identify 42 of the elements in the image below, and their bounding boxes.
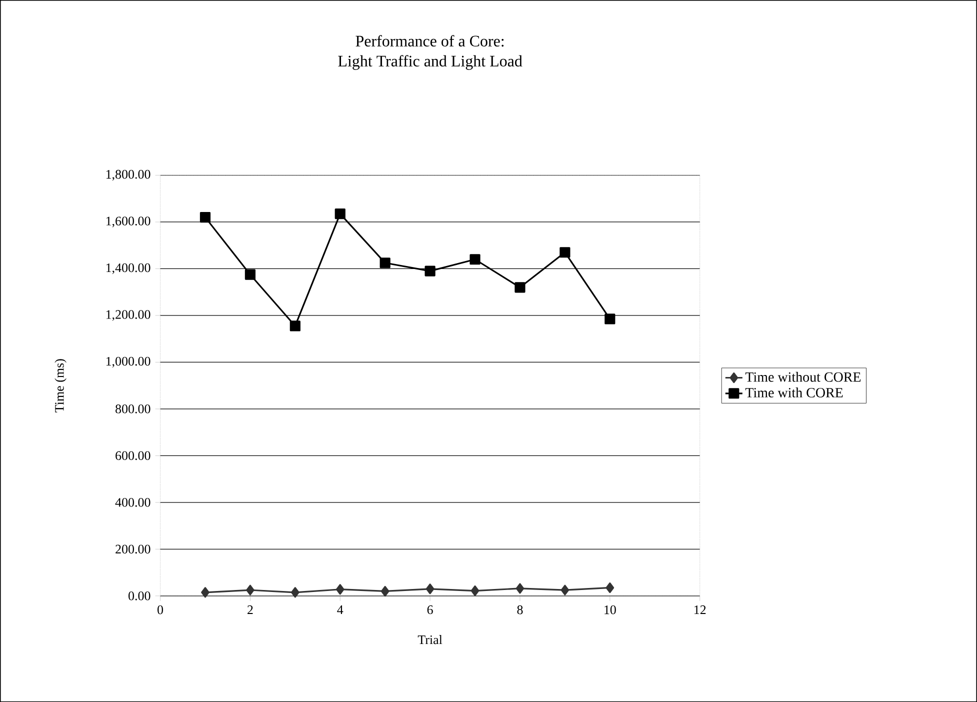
y-tick-label: 1,200.00 <box>106 310 150 321</box>
point <box>334 208 346 219</box>
legend-label: Time without CORE <box>745 372 861 382</box>
point <box>380 257 390 268</box>
y-tick-label: 1,400.00 <box>106 263 150 274</box>
x-tick-label: 2 <box>248 605 253 614</box>
legend-label: Time with CORE <box>745 387 843 398</box>
y-tick-label: 200.00 <box>116 544 150 554</box>
point <box>426 583 434 594</box>
y-tick-label: 400.00 <box>115 498 150 507</box>
point <box>200 212 211 222</box>
y-tick-label: 600.00 <box>116 451 150 460</box>
y-tick-label: 800.00 <box>116 404 150 414</box>
point <box>290 586 300 598</box>
point <box>201 586 210 598</box>
point <box>516 583 524 594</box>
y-tick-label: 0.00 <box>128 591 150 600</box>
x-tick-label: 10 <box>604 605 616 614</box>
point <box>470 254 480 265</box>
point <box>560 584 570 596</box>
point <box>246 584 254 596</box>
x-tick-label: 0 <box>158 605 164 614</box>
point <box>380 586 390 596</box>
x-tick-label: 4 <box>337 605 344 614</box>
x-tick-label: 12 <box>694 605 706 614</box>
point <box>244 269 256 280</box>
y-tick-label: 1,600.00 <box>106 216 150 228</box>
point <box>604 314 616 324</box>
chart-title: Performance of a Core: Light Traffic and Light Load <box>338 35 522 70</box>
y-tick-label: 1,000.00 <box>106 356 150 368</box>
x-tick-label: 6 <box>427 605 433 614</box>
y-tick-label: 1,800.00 <box>106 170 150 180</box>
point <box>470 585 480 596</box>
point <box>514 282 526 293</box>
point <box>606 582 614 593</box>
y-axis-title: Time (ms) <box>54 359 66 412</box>
x-axis-title: Trial <box>418 634 442 644</box>
point <box>424 266 436 276</box>
point <box>560 246 570 258</box>
x-tick-label: 8 <box>517 605 523 614</box>
point <box>290 320 300 332</box>
point <box>336 584 344 595</box>
